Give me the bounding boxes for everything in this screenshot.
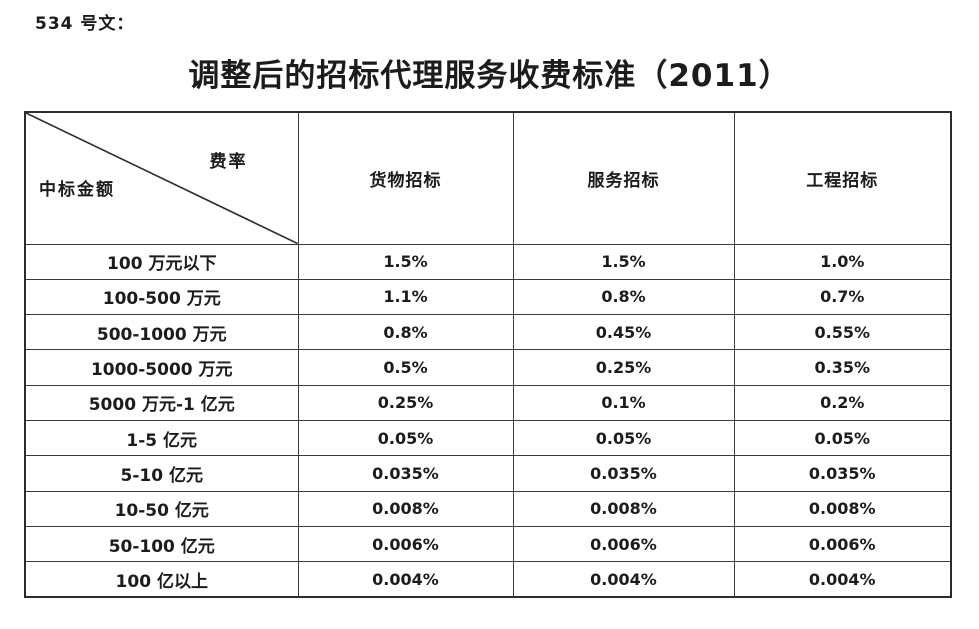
corner-label-rate: 费率 xyxy=(209,152,248,172)
rate-cell: 0.035% xyxy=(512,455,735,492)
rate-cell: 0.006% xyxy=(733,525,952,563)
rate-cell: 0.25% xyxy=(297,384,514,421)
doc-number-label: 534 号文： xyxy=(35,14,135,34)
rate-cell: 1.0% xyxy=(733,243,952,280)
table-row: 1-5 亿元 0.05% 0.05% 0.05% xyxy=(24,419,952,457)
rate-cell: 0.45% xyxy=(512,314,735,351)
rate-cell: 0.006% xyxy=(512,525,735,563)
amount-cell: 50-100 亿元 xyxy=(24,525,299,563)
rate-cell: 0.8% xyxy=(297,314,514,351)
table-row: 100 万元以下 1.5% 1.5% 1.0% xyxy=(24,243,952,280)
rate-cell: 0.2% xyxy=(733,384,952,421)
table-row: 100-500 万元 1.1% 0.8% 0.7% xyxy=(24,278,952,316)
rate-cell: 0.008% xyxy=(733,490,952,527)
fee-table: 费率 中标金额 货物招标 服务招标 工程招标 100 万元以下 1.5% 1.5… xyxy=(24,111,952,598)
amount-cell: 5-10 亿元 xyxy=(24,455,299,492)
rate-cell: 0.25% xyxy=(512,349,735,386)
col-header-service: 服务招标 xyxy=(512,111,735,245)
rate-cell: 0.008% xyxy=(512,490,735,527)
fee-table-container: 费率 中标金额 货物招标 服务招标 工程招标 100 万元以下 1.5% 1.5… xyxy=(24,111,952,598)
rate-cell: 0.1% xyxy=(512,384,735,421)
table-row: 50-100 亿元 0.006% 0.006% 0.006% xyxy=(24,525,952,563)
rate-cell: 0.05% xyxy=(297,419,514,457)
rate-cell: 0.035% xyxy=(733,455,952,492)
rate-cell: 1.1% xyxy=(297,278,514,316)
rate-cell: 0.004% xyxy=(512,561,735,598)
amount-cell: 500-1000 万元 xyxy=(24,314,299,351)
rate-cell: 0.7% xyxy=(733,278,952,316)
amount-cell: 100-500 万元 xyxy=(24,278,299,316)
rate-cell: 0.35% xyxy=(733,349,952,386)
amount-cell: 100 万元以下 xyxy=(24,243,299,280)
col-header-works: 工程招标 xyxy=(733,111,952,245)
page-title: 调整后的招标代理服务收费标准（2011） xyxy=(188,58,791,94)
corner-label-amount: 中标金额 xyxy=(39,180,115,200)
rate-cell: 0.004% xyxy=(297,561,514,598)
table-row: 5-10 亿元 0.035% 0.035% 0.035% xyxy=(24,455,952,492)
amount-cell: 1000-5000 万元 xyxy=(24,349,299,386)
rate-cell: 1.5% xyxy=(512,243,735,280)
rate-cell: 0.05% xyxy=(512,419,735,457)
corner-header-cell: 费率 中标金额 xyxy=(24,111,299,245)
rate-cell: 0.5% xyxy=(297,349,514,386)
rate-cell: 0.006% xyxy=(297,525,514,563)
table-row: 10-50 亿元 0.008% 0.008% 0.008% xyxy=(24,490,952,527)
rate-cell: 0.008% xyxy=(297,490,514,527)
rate-cell: 0.004% xyxy=(733,561,952,598)
table-row: 100 亿以上 0.004% 0.004% 0.004% xyxy=(24,561,952,598)
diagonal-divider-line xyxy=(26,113,298,244)
table-row: 5000 万元-1 亿元 0.25% 0.1% 0.2% xyxy=(24,384,952,421)
rate-cell: 1.5% xyxy=(297,243,514,280)
rate-cell: 0.55% xyxy=(733,314,952,351)
amount-cell: 10-50 亿元 xyxy=(24,490,299,527)
rate-cell: 0.8% xyxy=(512,278,735,316)
table-header-row: 费率 中标金额 货物招标 服务招标 工程招标 xyxy=(24,111,952,245)
table-row: 500-1000 万元 0.8% 0.45% 0.55% xyxy=(24,314,952,351)
amount-cell: 1-5 亿元 xyxy=(24,419,299,457)
table-row: 1000-5000 万元 0.5% 0.25% 0.35% xyxy=(24,349,952,386)
amount-cell: 5000 万元-1 亿元 xyxy=(24,384,299,421)
rate-cell: 0.05% xyxy=(733,419,952,457)
col-header-goods: 货物招标 xyxy=(297,111,514,245)
rate-cell: 0.035% xyxy=(297,455,514,492)
amount-cell: 100 亿以上 xyxy=(24,561,299,598)
